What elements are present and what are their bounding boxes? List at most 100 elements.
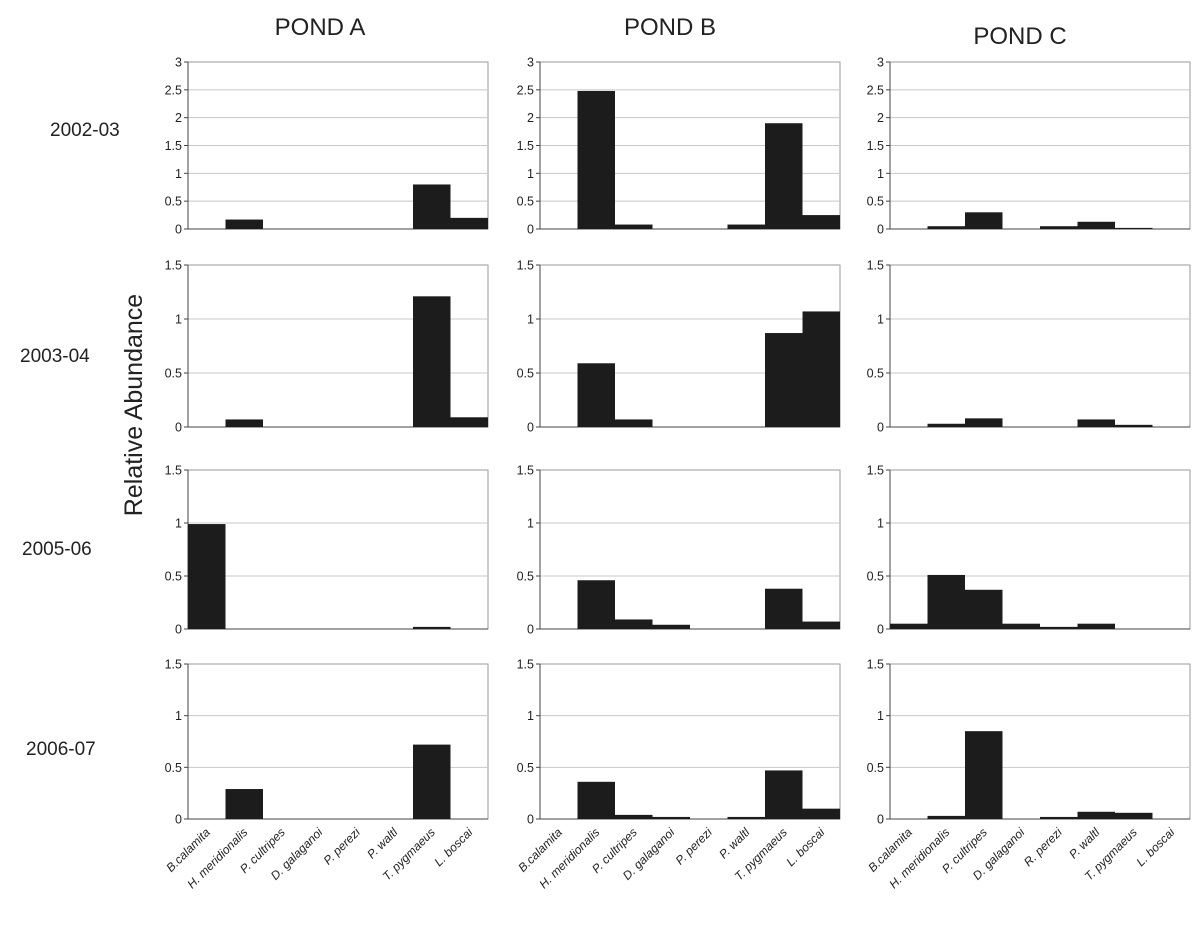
- bar: [1002, 623, 1040, 629]
- bar: [577, 781, 615, 819]
- bar: [615, 224, 653, 229]
- bar: [765, 588, 803, 629]
- column-title-pond-a: POND A: [275, 14, 366, 41]
- bar: [965, 731, 1003, 819]
- bar: [413, 744, 451, 819]
- row-label-2003-04: 2003-04: [20, 346, 90, 367]
- y-tick-label: 0.5: [867, 195, 884, 209]
- bar: [965, 418, 1003, 427]
- bar: [927, 574, 965, 629]
- y-tick-label: 3: [175, 56, 182, 70]
- bar: [225, 789, 263, 819]
- y-tick-label: 2.5: [517, 83, 534, 97]
- y-tick-label: 0.5: [165, 195, 182, 209]
- plot-frame: [889, 264, 1191, 428]
- y-tick-label: 1: [175, 313, 182, 327]
- y-tick-label: 0.5: [867, 570, 884, 584]
- bar: [413, 184, 451, 229]
- y-tick-label: 2: [175, 111, 182, 125]
- bar: [1040, 816, 1078, 819]
- y-tick-label: 3: [877, 56, 884, 70]
- y-tick-label: 1.5: [867, 464, 884, 478]
- y-tick-label: 2.5: [867, 83, 884, 97]
- y-tick-label: 0: [877, 421, 884, 435]
- chart-panels: 00.511.522.5300.511.522.5300.511.522.530…: [163, 56, 1191, 891]
- y-tick-label: 0.5: [517, 195, 534, 209]
- bar: [727, 224, 765, 229]
- y-axis-label: Relative Abundance: [120, 294, 148, 516]
- bar: [577, 580, 615, 629]
- y-tick-label: 3: [527, 56, 534, 70]
- bar: [802, 215, 840, 229]
- bar: [965, 589, 1003, 629]
- plot-frame: [889, 663, 1191, 820]
- y-tick-label: 0.5: [867, 761, 884, 775]
- y-tick-label: 1.5: [867, 259, 884, 273]
- y-tick-label: 0: [527, 623, 534, 637]
- y-tick-label: 1.5: [517, 464, 534, 478]
- bar: [802, 621, 840, 629]
- column-title-pond-b: POND B: [624, 14, 716, 41]
- y-tick-label: 2: [877, 111, 884, 125]
- y-tick-label: 1: [175, 517, 182, 531]
- y-tick-label: 2: [527, 111, 534, 125]
- panel-a-2005-06: 0 0.5 1 1.5: [165, 464, 489, 637]
- bar: [927, 423, 965, 427]
- bar: [652, 624, 690, 629]
- y-tick-label: 0: [175, 813, 182, 827]
- bar: [1077, 811, 1115, 819]
- bar: [765, 770, 803, 819]
- y-tick-label: 1: [877, 709, 884, 723]
- y-tick-label: 0: [877, 223, 884, 237]
- y-tick-label: 1: [527, 709, 534, 723]
- y-tick-label: 1.5: [517, 259, 534, 273]
- bar: [652, 816, 690, 819]
- bar: [802, 808, 840, 819]
- y-tick-label: 0: [175, 623, 182, 637]
- bar: [577, 363, 615, 427]
- bar: [1115, 227, 1153, 229]
- plot-frame: [187, 469, 489, 630]
- y-tick-label: 0: [527, 421, 534, 435]
- y-tick-label: 1.5: [165, 464, 182, 478]
- panel-c-2005-06: 0 0.5 1 1.5: [867, 464, 1191, 637]
- bar: [577, 90, 615, 230]
- bar: [225, 419, 263, 427]
- row-label-2005-06: 2005-06: [22, 539, 92, 560]
- bar: [450, 217, 488, 229]
- panel-a-2002-03: 0 0.5 1 1.5 2 2.5 3: [165, 56, 489, 237]
- y-tick-label: 2.5: [165, 83, 182, 97]
- panel-b-2005-06: 0 0.5 1 1.5: [517, 464, 841, 637]
- panel-c-2003-04: 0 0.5 1 1.5: [867, 259, 1191, 435]
- y-tick-label: 0: [527, 813, 534, 827]
- y-tick-label: 1.5: [867, 139, 884, 153]
- y-tick-label: 1: [175, 167, 182, 181]
- bar: [615, 619, 653, 629]
- y-tick-label: 0.5: [867, 367, 884, 381]
- bar: [1040, 226, 1078, 229]
- y-tick-label: 0.5: [165, 761, 182, 775]
- y-tick-label: 0.5: [517, 367, 534, 381]
- bar: [1040, 626, 1078, 629]
- bar: [450, 417, 488, 427]
- row-label-2002-03: 2002-03: [50, 120, 120, 141]
- y-tick-label: 1.5: [165, 658, 182, 672]
- panel-c-2002-03: 0 0.5 1 1.5 2 2.5 3: [867, 56, 1191, 237]
- y-tick-label: 0: [527, 223, 534, 237]
- bar: [765, 333, 803, 427]
- y-tick-label: 0.5: [165, 367, 182, 381]
- bar: [615, 419, 653, 427]
- panel-b-2002-03: 0 0.5 1 1.5 2 2.5 3: [517, 56, 841, 237]
- bar: [965, 212, 1003, 229]
- row-label-2006-07: 2006-07: [26, 739, 96, 760]
- y-tick-label: 1: [527, 517, 534, 531]
- y-tick-label: 0: [175, 421, 182, 435]
- bar: [615, 814, 653, 819]
- y-tick-label: 0: [175, 223, 182, 237]
- bar: [927, 815, 965, 819]
- y-tick-label: 1.5: [165, 139, 182, 153]
